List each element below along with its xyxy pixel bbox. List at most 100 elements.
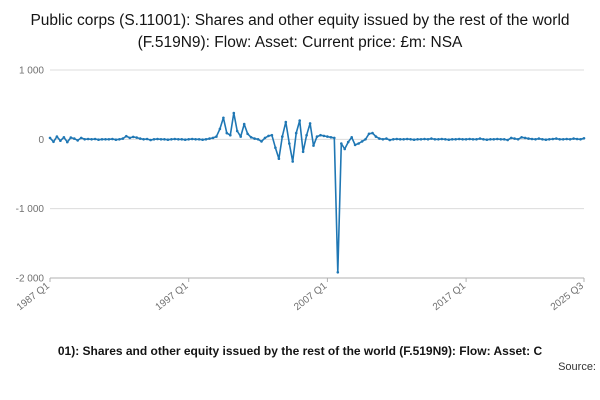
- data-point: [374, 135, 378, 138]
- data-point: [523, 136, 527, 140]
- data-point: [450, 138, 454, 141]
- data-point: [423, 137, 426, 141]
- data-point: [62, 136, 66, 139]
- data-point: [246, 132, 249, 136]
- chart-area: 1 000 0 -1 000 -2 000 1987 Q1 1997 Q1 2007 Q1 2…: [0, 56, 600, 332]
- data-point: [402, 138, 406, 141]
- data-point: [419, 138, 423, 141]
- data-point: [97, 138, 100, 141]
- data-point: [121, 137, 125, 140]
- data-point: [187, 138, 190, 141]
- data-point: [107, 138, 111, 141]
- data-point: [83, 138, 86, 141]
- data-point: [48, 136, 52, 140]
- data-point: [478, 137, 482, 140]
- data-point: [315, 135, 319, 138]
- data-point: [135, 136, 138, 139]
- data-point: [208, 137, 211, 140]
- data-point: [138, 137, 142, 140]
- data-point: [582, 137, 586, 140]
- data-point: [166, 138, 170, 141]
- y-tick-label: 1 000: [19, 66, 44, 77]
- data-point: [305, 133, 308, 137]
- data-point: [371, 131, 374, 135]
- data-point: [215, 135, 218, 138]
- data-point: [204, 138, 208, 141]
- data-point: [444, 138, 447, 141]
- data-point: [579, 138, 582, 141]
- data-point: [152, 138, 156, 141]
- data-point: [66, 140, 69, 144]
- data-point: [468, 137, 471, 141]
- data-point: [274, 146, 277, 149]
- data-point: [388, 138, 392, 142]
- data-point: [131, 135, 135, 139]
- data-point: [69, 136, 73, 139]
- data-point: [149, 138, 152, 142]
- data-point: [298, 119, 302, 122]
- footer-caption: 01): Shares and other equity issued by t…: [57, 344, 543, 358]
- data-point: [294, 131, 298, 135]
- data-point: [499, 138, 503, 141]
- data-point: [412, 138, 416, 141]
- data-point: [575, 137, 579, 141]
- data-point: [256, 138, 260, 141]
- data-point: [308, 122, 312, 125]
- data-point: [357, 142, 360, 145]
- data-point: [405, 137, 409, 141]
- data-point: [90, 138, 93, 141]
- data-point: [194, 138, 197, 141]
- data-point: [239, 135, 242, 138]
- data-point: [183, 138, 187, 141]
- data-point: [544, 138, 548, 141]
- data-point: [156, 137, 159, 141]
- data-point: [177, 138, 180, 141]
- data-point: [395, 137, 399, 141]
- data-point: [222, 116, 225, 120]
- data-point: [260, 140, 263, 143]
- data-point: [555, 137, 558, 140]
- data-point: [253, 137, 256, 140]
- data-point: [190, 137, 194, 141]
- source-label: Source:: [558, 361, 596, 373]
- data-point: [52, 140, 55, 144]
- data-point: [225, 131, 229, 135]
- data-point: [197, 138, 201, 141]
- data-point: [211, 136, 215, 140]
- data-point: [492, 138, 496, 141]
- data-point: [350, 136, 354, 139]
- data-point: [336, 271, 340, 274]
- data-point: [343, 147, 347, 151]
- data-point: [284, 120, 288, 124]
- data-point: [301, 150, 305, 154]
- data-point: [461, 138, 464, 141]
- data-point: [558, 138, 561, 141]
- data-point: [104, 138, 107, 141]
- x-tick-label: 1997 Q1: [154, 280, 191, 313]
- data-point: [516, 138, 520, 141]
- data-point: [322, 134, 326, 138]
- data-point: [128, 136, 132, 140]
- data-point: [527, 137, 530, 140]
- data-point: [235, 129, 239, 133]
- data-point: [73, 137, 76, 140]
- data-point: [142, 138, 145, 141]
- data-point: [118, 138, 121, 141]
- data-point: [381, 138, 385, 141]
- data-point: [76, 139, 79, 142]
- data-point: [263, 136, 267, 140]
- data-point: [125, 134, 128, 138]
- data-point: [430, 137, 433, 140]
- data-point: [541, 138, 544, 141]
- data-point: [496, 137, 499, 141]
- data-point: [93, 137, 97, 141]
- data-point: [232, 111, 236, 115]
- data-point: [385, 137, 388, 140]
- data-point: [111, 137, 114, 141]
- data-point: [561, 138, 565, 141]
- data-point: [426, 138, 430, 141]
- data-point: [360, 140, 364, 143]
- data-point: [270, 133, 274, 137]
- chart-title: Public corps (S.11001): Shares and other…: [30, 12, 570, 51]
